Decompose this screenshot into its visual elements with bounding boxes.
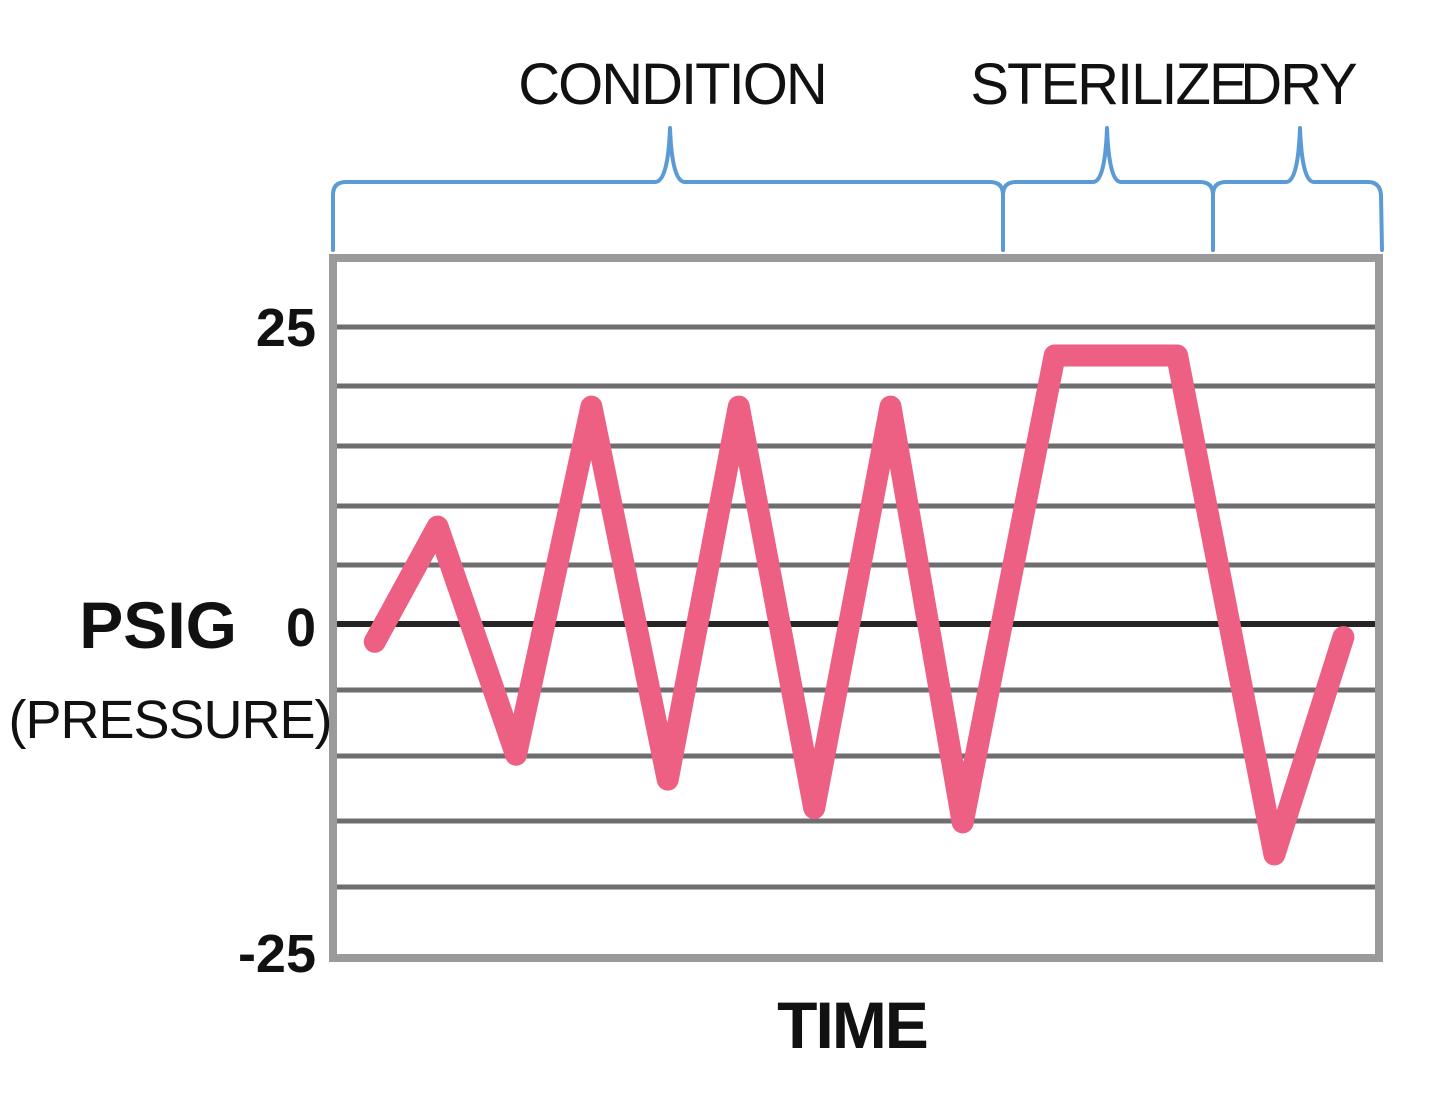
- brace-condition: [331, 126, 1005, 252]
- pressure-series-line: [363, 344, 1355, 866]
- y-tick-25: 25: [256, 298, 316, 358]
- phase-label-condition: CONDITION: [518, 52, 825, 117]
- y-axis-label: PSIG: [79, 588, 237, 662]
- y-tick-0: 0: [286, 598, 316, 658]
- phase-label-dry: DRY: [1240, 52, 1357, 117]
- phase-label-sterilize: STERILIZE: [970, 52, 1246, 117]
- plot-frame: [329, 254, 1383, 962]
- y-tick-neg25: -25: [238, 924, 316, 984]
- brace-sterilize: [1001, 126, 1215, 252]
- phase-braces: [331, 126, 1384, 252]
- brace-dry: [1211, 126, 1384, 252]
- y-axis-sublabel: (PRESSURE): [8, 690, 331, 750]
- x-axis-label: TIME: [777, 988, 927, 1062]
